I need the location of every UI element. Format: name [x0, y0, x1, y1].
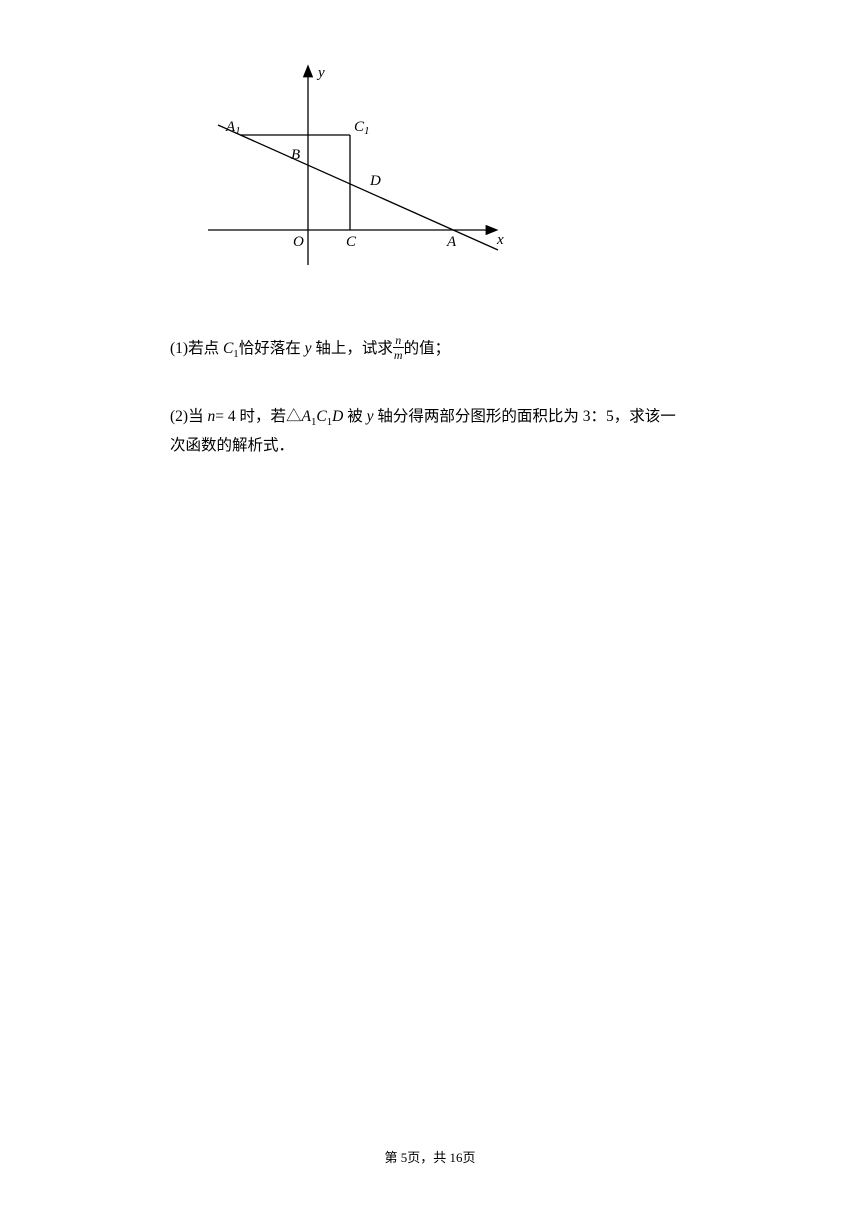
- question-1-text: (1)若点 C1恰好落在 y 轴上，试求nm的值；: [170, 340, 450, 357]
- footer-prefix: 第: [384, 1150, 400, 1165]
- geometry-figure: y x O A1 B C1 D C A: [178, 55, 690, 280]
- label-C1: C1: [354, 119, 370, 137]
- question-2-text: (2)当 n= 4 时，若△A1C1D 被 y 轴分得两部分图形的面积比为 3：…: [170, 408, 676, 455]
- q1-prefix: (1)若点: [170, 340, 223, 357]
- label-C: C: [346, 234, 357, 250]
- label-B: B: [291, 147, 300, 163]
- q2-var-C2: C: [316, 408, 326, 425]
- label-A1: A1: [225, 119, 241, 137]
- q1-fraction: nm: [393, 334, 404, 361]
- footer-suffix: 页: [463, 1150, 476, 1165]
- q1-suffix: 的值；: [404, 340, 451, 357]
- q1-frac-den: m: [393, 348, 404, 361]
- label-x: x: [496, 232, 504, 248]
- label-D: D: [369, 173, 381, 189]
- label-A: A: [446, 234, 457, 250]
- q1-mid2: 轴上，试求: [312, 340, 393, 357]
- q2-var-D: D: [332, 408, 343, 425]
- q2-prefix: (2)当: [170, 408, 207, 425]
- footer-mid: 页，共: [407, 1150, 449, 1165]
- q1-frac-num: n: [393, 334, 404, 348]
- question-2: (2)当 n= 4 时，若△A1C1D 被 y 轴分得两部分图形的面积比为 3：…: [170, 403, 690, 461]
- page-footer: 第 5页，共 16页: [0, 1147, 860, 1166]
- q2-mid: 被: [343, 408, 366, 425]
- label-y: y: [316, 65, 325, 81]
- label-origin: O: [293, 234, 304, 250]
- q1-mid: 恰好落在: [239, 340, 305, 357]
- line-A1-A: [218, 125, 498, 250]
- q2-delta: △: [286, 408, 302, 425]
- q1-var-y: y: [305, 340, 312, 357]
- q2-var-A: A: [301, 408, 310, 425]
- question-1: (1)若点 C1恰好落在 y 轴上，试求nm的值；: [170, 335, 690, 365]
- q1-var-C: C: [223, 340, 233, 357]
- figure-svg: y x O A1 B C1 D C A: [178, 55, 518, 275]
- footer-total: 16: [450, 1150, 463, 1165]
- q2-eq: = 4 时，若: [215, 408, 286, 425]
